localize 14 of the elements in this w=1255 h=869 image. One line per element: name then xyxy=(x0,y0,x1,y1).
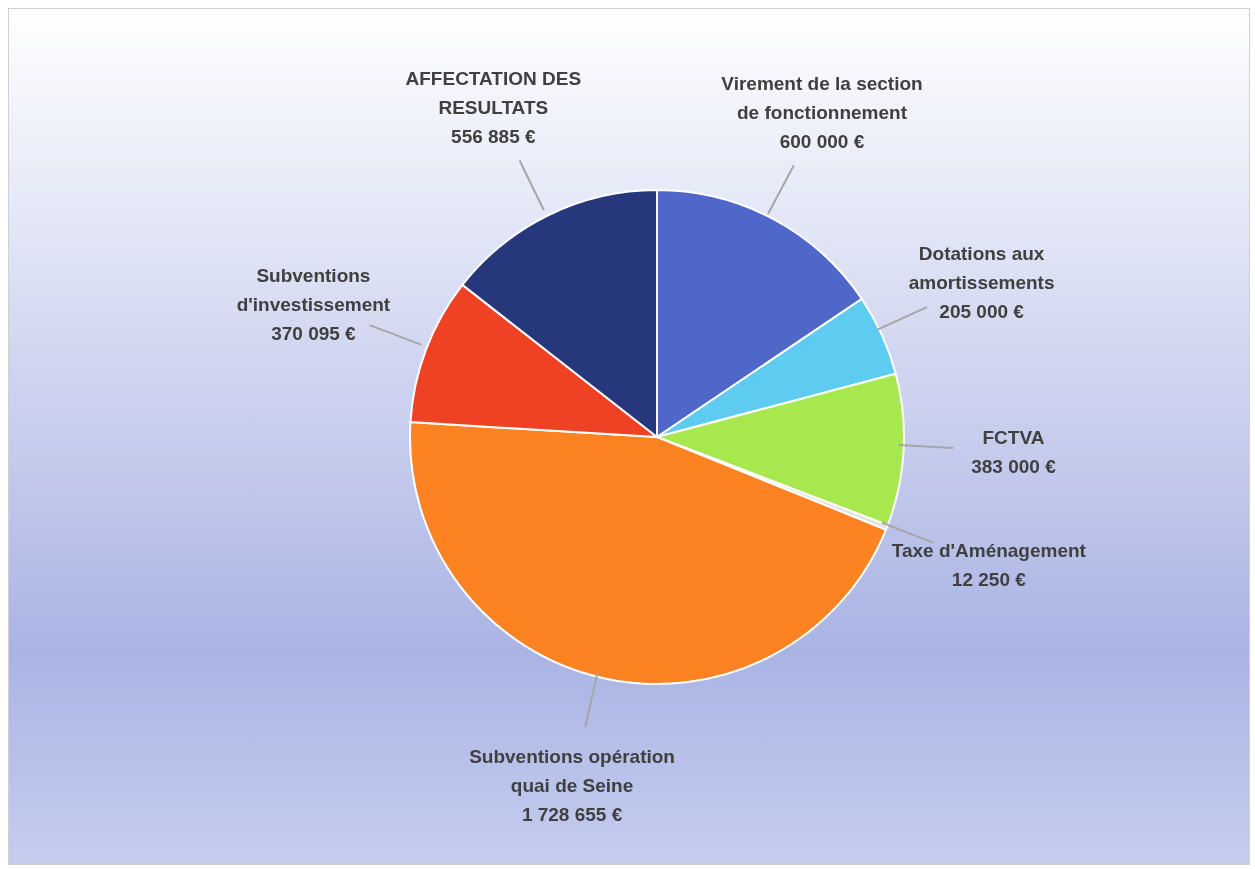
slice-label: AFFECTATION DES RESULTATS xyxy=(405,67,582,118)
data-label: 1 728 655 € xyxy=(521,803,623,825)
data-label: 370 095 € xyxy=(271,322,357,344)
slice-label: FCTVA xyxy=(982,426,1045,448)
data-label: 556 885 € xyxy=(451,125,537,147)
slice-label: Taxe d'Aménagement xyxy=(891,539,1087,561)
data-label: 600 000 € xyxy=(779,130,865,152)
data-label: 12 250 € xyxy=(951,568,1027,590)
slice-label: Subventions opération quai de Seine xyxy=(469,745,675,796)
data-label: 383 000 € xyxy=(971,455,1057,477)
data-label: 205 000 € xyxy=(939,300,1025,322)
slice-label: Dotations aux amortissements xyxy=(908,242,1055,293)
slice-label: Virement de la section de fonctionnement xyxy=(721,72,923,123)
slice-label: Subventions d'investissement xyxy=(236,264,391,315)
